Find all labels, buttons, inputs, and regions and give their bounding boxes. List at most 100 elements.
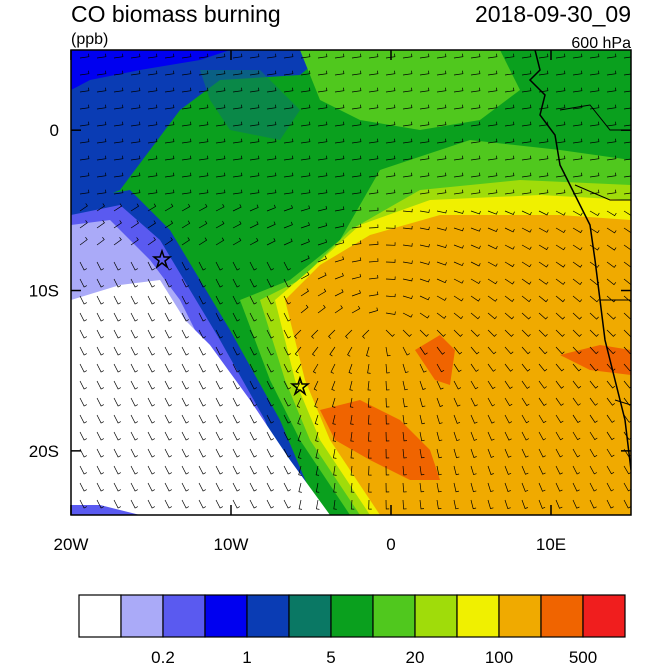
wind-barb [572, 227, 583, 234]
wind-barb [283, 221, 293, 229]
wind-barb [164, 295, 172, 305]
wind-barb [215, 204, 225, 212]
wind-barb [504, 261, 515, 268]
wind-barb [147, 261, 155, 271]
wind-barb [419, 380, 426, 390]
wind-barb [572, 414, 581, 423]
wind-barb [334, 53, 345, 59]
wind-barb [521, 210, 532, 216]
wind-barb [521, 104, 532, 110]
wind-barb [572, 189, 583, 195]
wind-barb [436, 329, 446, 337]
wind-barb [198, 380, 206, 390]
wind-barb [623, 141, 631, 144]
wind-barb [96, 465, 104, 475]
wind-barb [130, 312, 138, 322]
wind-barb [555, 397, 564, 406]
wind-barb [198, 295, 206, 305]
wind-barb [419, 189, 430, 195]
wind-barb [589, 138, 600, 144]
y-tick-label: 20S [29, 442, 59, 461]
wind-barb [232, 204, 242, 212]
wind-barb [215, 346, 223, 356]
wind-barb [317, 70, 328, 76]
wind-barb [385, 70, 396, 76]
wind-barb [249, 138, 260, 144]
wind-barb [589, 431, 598, 441]
wind-barb [266, 121, 277, 127]
wind-barb [232, 431, 240, 441]
wind-barb [181, 70, 192, 76]
wind-barb [606, 278, 617, 286]
wind-barb [436, 155, 447, 161]
wind-barb [436, 448, 442, 459]
wind-barb [283, 261, 291, 271]
wind-barb [606, 414, 615, 423]
wind-barb [453, 499, 459, 510]
wind-barb [487, 227, 498, 233]
wind-barb [589, 261, 600, 268]
wind-barb [147, 346, 155, 356]
wind-barb [521, 53, 532, 59]
wind-barb [555, 346, 565, 355]
wind-barb [470, 155, 481, 161]
wind-barb [334, 155, 345, 161]
wind-barb [333, 465, 337, 476]
wind-barb [504, 312, 515, 320]
wind-barb [504, 121, 515, 127]
wind-barb [368, 465, 372, 476]
wind-barb [538, 329, 548, 337]
wind-barb [266, 155, 277, 161]
wind-barb [164, 155, 175, 161]
wind-barb [232, 189, 243, 195]
wind-barb [504, 172, 515, 178]
wind-barb [538, 431, 547, 441]
wind-barb [623, 90, 631, 93]
wind-barb [300, 53, 311, 59]
wind-barb [538, 189, 549, 195]
wind-barb [470, 380, 479, 390]
wind-barb [181, 431, 189, 441]
wind-barb [113, 346, 121, 356]
wind-barb [283, 189, 294, 195]
wind-barb [606, 380, 616, 389]
wind-barb [147, 121, 158, 127]
wind-barb [470, 346, 480, 355]
wind-barb [606, 138, 617, 144]
wind-barb [164, 121, 175, 127]
wind-barb [164, 414, 172, 424]
wind-barb [130, 172, 141, 178]
wind-barb [402, 499, 407, 510]
wind-barb [313, 380, 319, 391]
wind-barb [164, 53, 175, 59]
wind-barb [385, 397, 390, 408]
wind-barb [623, 107, 631, 110]
wind-barb [300, 271, 310, 280]
wind-barb [130, 203, 140, 212]
wind-barb [521, 138, 532, 144]
wind-barb [385, 346, 391, 357]
wind-barb [487, 414, 495, 424]
wind-barb [521, 482, 529, 492]
wind-barb [96, 295, 104, 305]
wind-barb [96, 346, 104, 356]
wind-barb [164, 499, 172, 509]
wind-barb [164, 312, 172, 322]
wind-barb [402, 295, 413, 300]
wind-barb [232, 380, 240, 390]
wind-barb [215, 278, 223, 288]
colorbar-label: 20 [406, 648, 425, 667]
wind-barb [538, 380, 547, 389]
wind-barb [402, 121, 413, 127]
wind-barb [368, 274, 379, 280]
wind-barb [317, 255, 327, 263]
wind-barb [96, 482, 104, 492]
wind-barb [232, 312, 240, 322]
wind-barb [79, 465, 87, 475]
wind-barb [589, 121, 600, 127]
wind-barb [215, 87, 226, 93]
wind-barb [113, 465, 121, 475]
wind-barb [300, 304, 309, 314]
wind-barb [181, 448, 189, 458]
wind-barb [215, 220, 225, 229]
